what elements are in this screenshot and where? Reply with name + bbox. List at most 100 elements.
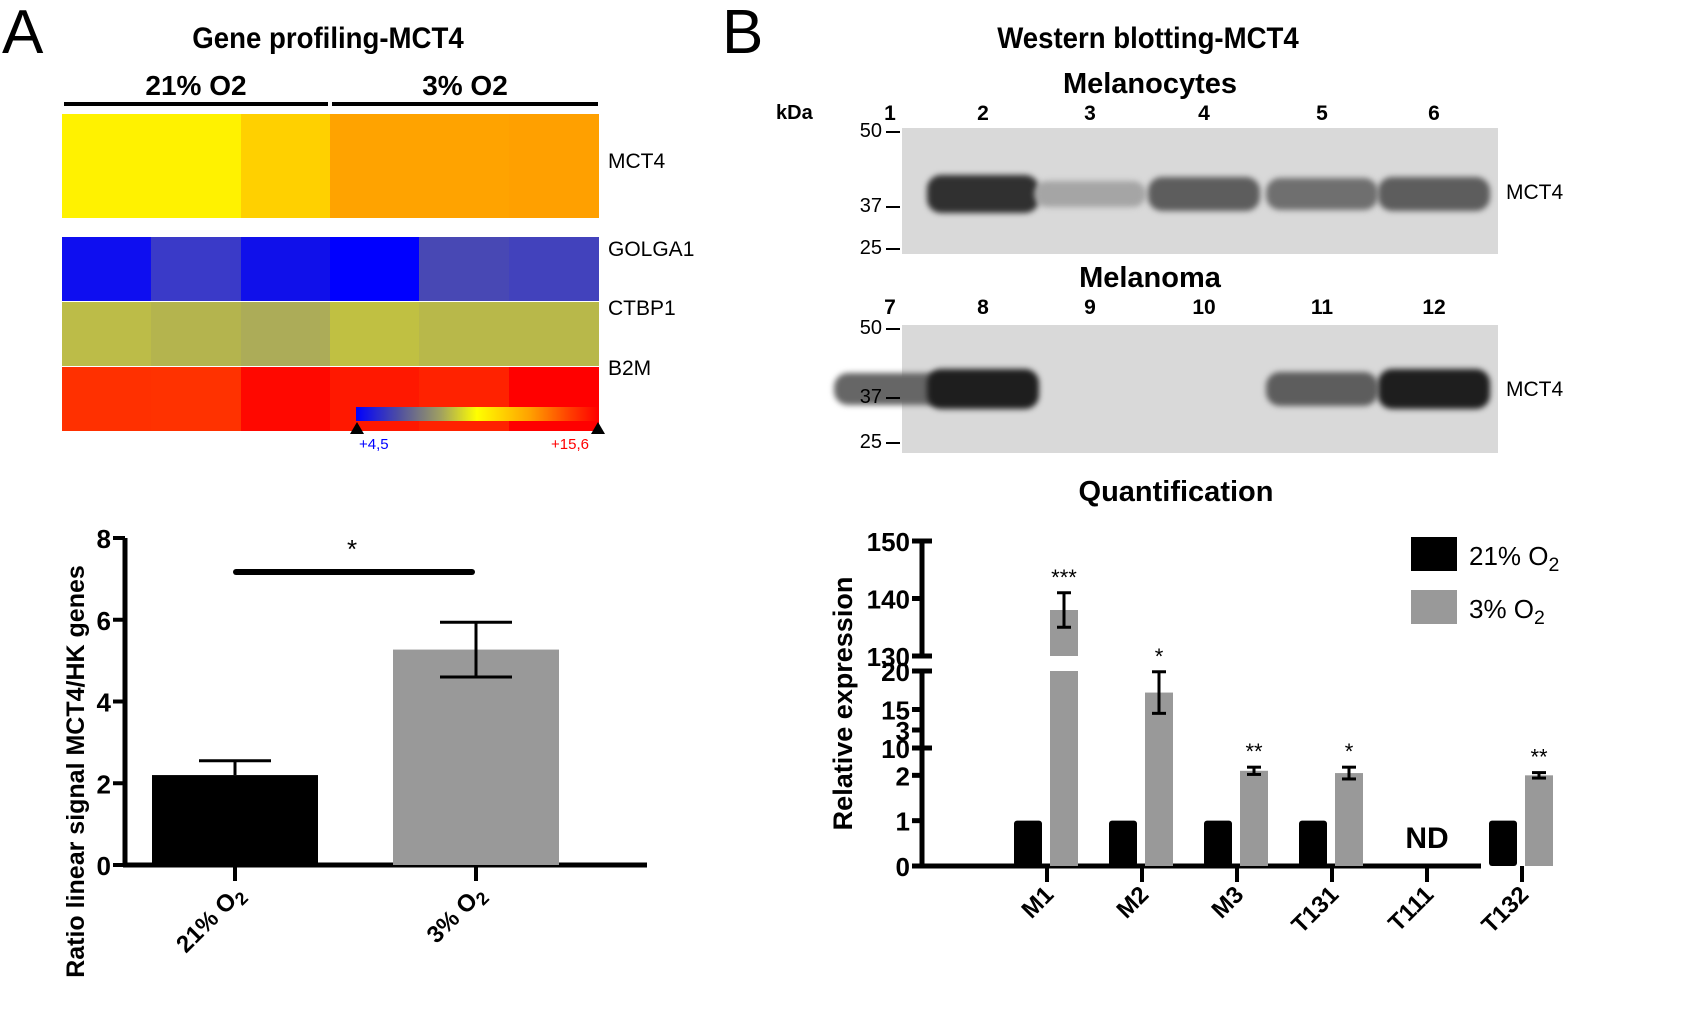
panel-b-letter: B bbox=[722, 0, 764, 67]
lane-number: 7 bbox=[884, 296, 896, 319]
significance-label: * bbox=[347, 534, 357, 564]
legend-swatch bbox=[1411, 537, 1457, 571]
group-bracket-21 bbox=[64, 102, 328, 106]
quant-title: Quantification bbox=[1078, 476, 1274, 508]
panel-a-title: Gene profiling-MCT4 bbox=[192, 22, 464, 55]
colorbar-min-label: +4,5 bbox=[359, 436, 389, 453]
kda-marker-tick bbox=[886, 248, 900, 250]
heatmap-cell bbox=[240, 302, 331, 366]
heatmap-cell bbox=[329, 237, 420, 301]
panel-a-letter: A bbox=[2, 0, 44, 67]
heatmap-cell bbox=[508, 367, 599, 431]
kda-marker-tick bbox=[886, 328, 900, 330]
x-tick-label: M1 bbox=[1017, 881, 1060, 924]
colorbar-min-marker-icon bbox=[350, 422, 364, 434]
bar bbox=[393, 649, 559, 865]
gene-label-mct4: MCT4 bbox=[608, 150, 666, 173]
significance-label: * bbox=[1345, 739, 1354, 764]
significance-label: *** bbox=[1051, 565, 1077, 590]
bar-21-o2 bbox=[1109, 820, 1137, 866]
heatmap-cell bbox=[62, 302, 152, 366]
bar-3-o2 bbox=[1525, 775, 1553, 866]
heatmap-cell bbox=[508, 302, 599, 366]
lane-number: 3 bbox=[1084, 102, 1096, 125]
bar-21-o2 bbox=[1014, 820, 1042, 866]
y-tick-label: 6 bbox=[97, 606, 111, 636]
band-label-melanocytes: MCT4 bbox=[1506, 181, 1564, 204]
y-tick-label: 0 bbox=[97, 851, 111, 881]
band-label-melanoma: MCT4 bbox=[1506, 378, 1564, 401]
protein-band bbox=[1378, 369, 1490, 409]
x-tick-label-group: T131 bbox=[1286, 881, 1344, 939]
lane-number: 5 bbox=[1316, 102, 1328, 125]
protein-band bbox=[1034, 180, 1146, 208]
panel-b-title: Western blotting-MCT4 bbox=[997, 22, 1299, 55]
kda-marker-tick bbox=[886, 442, 900, 444]
bar-3-o2 bbox=[1050, 730, 1078, 866]
kda-marker-label: 50 bbox=[859, 120, 882, 142]
western-blot-melanoma bbox=[834, 325, 1498, 453]
group-label-3-text: 3% O2 bbox=[422, 70, 508, 101]
blot-title-melanocytes: Melanocytes bbox=[1062, 68, 1238, 100]
legend-label: 3% O2 bbox=[1469, 594, 1545, 629]
x-tick-label-group: M3 bbox=[1207, 881, 1250, 924]
chart-a: 0 2 4 6 8 21% O2 3% O2 * Ratio linear signal MCT… bbox=[62, 524, 647, 978]
kda-marker-label: 25 bbox=[859, 237, 882, 259]
bar-3-o2 bbox=[1240, 770, 1268, 866]
lane-number: 10 bbox=[1192, 296, 1216, 319]
y-tick-label: 2 bbox=[97, 769, 111, 799]
x-tick-label: T131 bbox=[1286, 881, 1344, 939]
bar-21-o2 bbox=[1489, 820, 1517, 866]
y-tick-label: 4 bbox=[97, 688, 112, 718]
colorbar bbox=[356, 407, 598, 421]
heatmap-cell bbox=[329, 302, 420, 366]
legend-swatch bbox=[1411, 590, 1457, 624]
x-tick-label-group: T111 bbox=[1383, 881, 1439, 937]
y-tick-label: 1 bbox=[896, 807, 910, 837]
kda-marker-label: 25 bbox=[859, 431, 882, 453]
heatmap-cell bbox=[240, 367, 331, 431]
lane-number: 6 bbox=[1428, 102, 1440, 125]
bar bbox=[152, 775, 318, 865]
group-label-3: 3% O2 bbox=[332, 70, 598, 102]
heatmap-cell bbox=[151, 367, 242, 431]
x-tick-label-group: M2 bbox=[1112, 881, 1155, 924]
protein-band bbox=[927, 174, 1039, 214]
lane-number: 1 bbox=[884, 102, 896, 125]
significance-label: ** bbox=[1245, 739, 1263, 764]
group-label-21-text: 21% O2 bbox=[145, 70, 247, 101]
legend-label: 21% O2 bbox=[1469, 541, 1559, 576]
x-tick-label: T111 bbox=[1383, 881, 1439, 937]
x-tick-label: 21% O2 bbox=[171, 880, 252, 961]
bar-21-o2 bbox=[1204, 820, 1232, 866]
heatmap-cell bbox=[419, 367, 510, 431]
kda-marker-tick bbox=[886, 397, 900, 399]
gene-label-ctbp1: CTBP1 bbox=[608, 297, 676, 320]
bar-21-o2 bbox=[1299, 820, 1327, 866]
x-tick-label-group: 3% O2 bbox=[422, 887, 493, 949]
lane-number: 12 bbox=[1422, 296, 1446, 319]
x-tick-label-group: 21% O2 bbox=[171, 880, 252, 961]
protein-band bbox=[1266, 372, 1378, 406]
y-tick-label: 0 bbox=[896, 852, 910, 882]
protein-band bbox=[1378, 177, 1490, 211]
heatmap-cell bbox=[508, 237, 599, 301]
western-blot-melanocytes bbox=[902, 128, 1498, 254]
kda-marker-label: 37 bbox=[859, 386, 882, 408]
heatmap-cell bbox=[329, 367, 420, 431]
x-tick-label-group: M1 bbox=[1017, 881, 1060, 924]
protein-band bbox=[1266, 178, 1378, 210]
heatmap-cell bbox=[62, 114, 152, 218]
x-tick-label: M3 bbox=[1207, 881, 1250, 924]
heatmap-cell bbox=[329, 114, 420, 218]
kda-marker-label: 37 bbox=[859, 195, 882, 217]
not-detected-label: ND bbox=[1405, 822, 1448, 855]
y-tick-label: 2 bbox=[896, 761, 910, 791]
x-tick-label: T132 bbox=[1476, 881, 1534, 939]
group-bracket-3 bbox=[332, 102, 598, 106]
y-tick-label: 10 bbox=[881, 734, 910, 764]
y-tick-label: 130 bbox=[867, 642, 910, 672]
heatmap bbox=[62, 114, 599, 431]
heatmap-cell bbox=[151, 237, 242, 301]
kda-marker-tick bbox=[886, 206, 900, 208]
